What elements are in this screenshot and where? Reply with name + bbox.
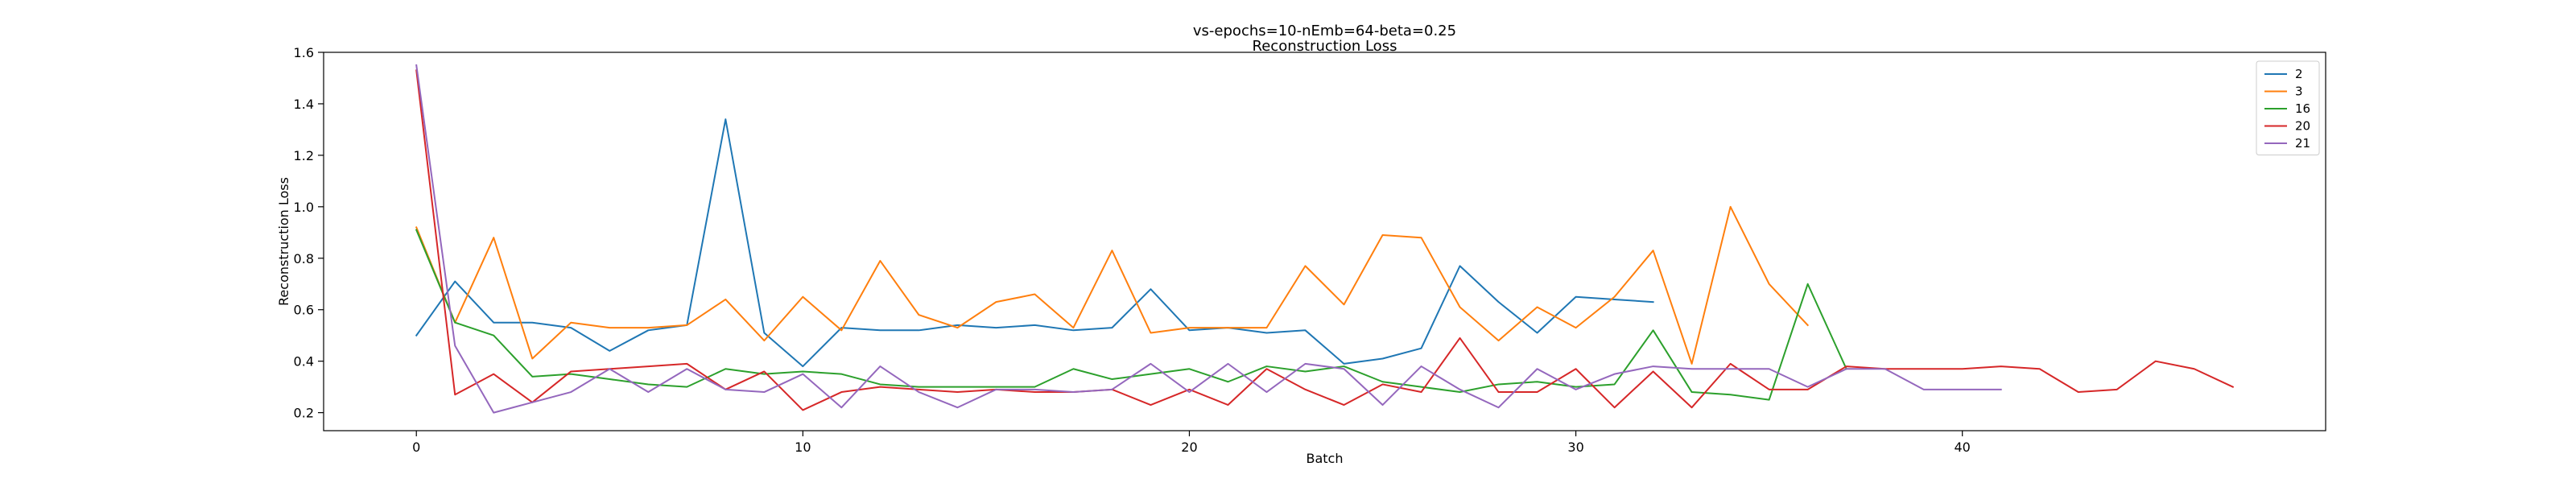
plot-area: 0 10 20 30 40 0.2 0.4 0.6 0.8 1.0 1.2 1.4 1.6 [294, 45, 2326, 455]
y-tick-label: 0.6 [294, 303, 314, 318]
x-tick-label: 20 [1181, 440, 1197, 455]
plot-frame [323, 52, 2326, 431]
y-tick-label: 1.6 [294, 45, 314, 60]
y-tick-label: 1.0 [294, 200, 314, 215]
legend-box [2256, 60, 2320, 155]
y-tick-label: 0.4 [294, 354, 314, 369]
legend-label-20: 20 [2295, 119, 2310, 134]
x-tick-label: 30 [1567, 440, 1583, 455]
chart-subtitle: Reconstruction Loss [1253, 38, 1397, 55]
y-tick-label: 0.8 [294, 251, 314, 266]
x-tick-label: 40 [1955, 440, 1971, 455]
series-line-2 [415, 118, 1654, 368]
legend-label-2: 2 [2295, 67, 2303, 81]
legend-label-21: 21 [2295, 136, 2310, 151]
x-tick-label: 0 [412, 440, 420, 455]
legend: 2 3 16 20 21 [2256, 60, 2320, 155]
series-line-3 [415, 205, 1810, 365]
plot-background [324, 52, 2326, 431]
y-tick-label: 0.2 [294, 406, 314, 421]
y-axis-label: Reconstruction Loss [276, 177, 291, 306]
x-tick-label: 10 [795, 440, 811, 455]
x-axis-label: Batch [1307, 451, 1344, 466]
legend-label-3: 3 [2295, 85, 2303, 99]
series-line-21 [415, 64, 2002, 414]
chart-title: vs-epochs=10-nEmb=64-beta=0.25 [1193, 23, 1456, 39]
y-tick-label: 1.2 [294, 148, 314, 163]
y-tick-label: 1.4 [294, 97, 314, 112]
legend-label-16: 16 [2295, 101, 2310, 116]
